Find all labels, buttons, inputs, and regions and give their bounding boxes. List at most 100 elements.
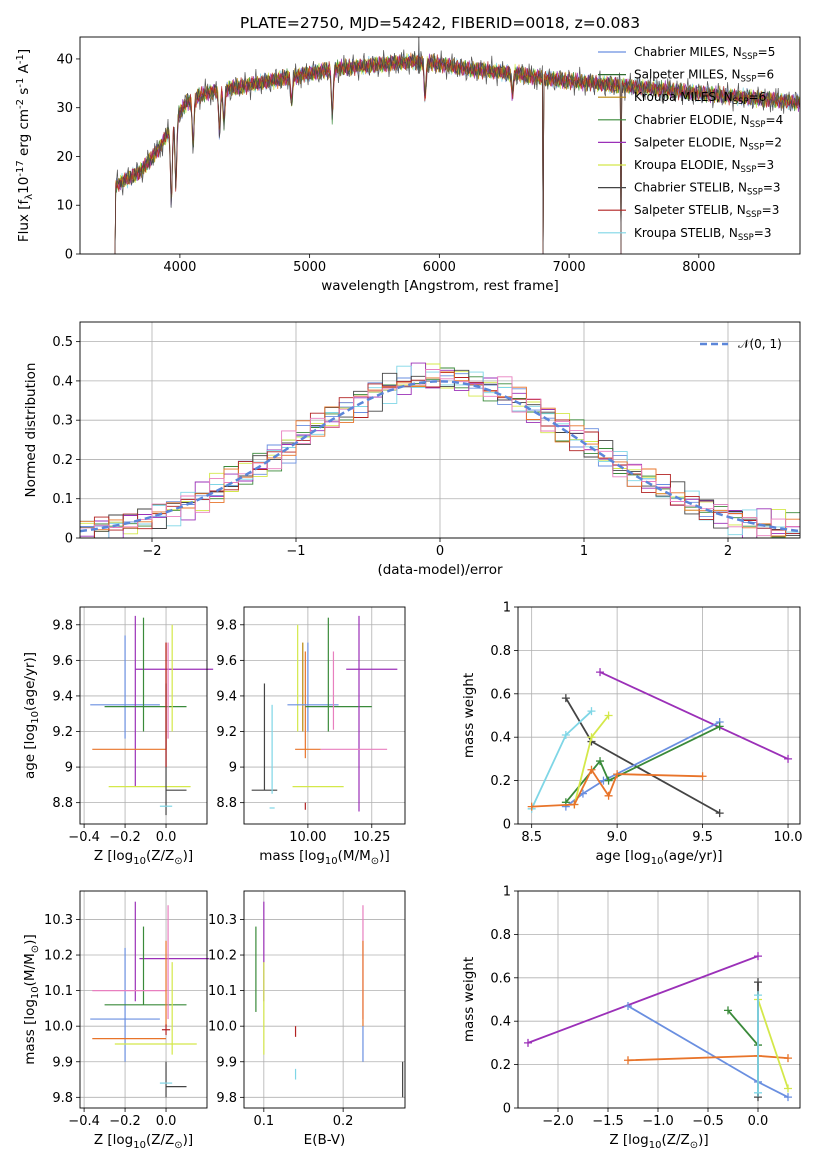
axis-label: Z [log10​(Z/Z⊙​)] [609, 1132, 708, 1151]
label-part: Z [log [609, 1132, 648, 1148]
label-part: wavelength [Angstrom, rest frame] [321, 278, 559, 294]
weight-marker [698, 772, 707, 781]
weight-series [531, 767, 703, 808]
legend-sub: SSP [741, 75, 757, 85]
legend-text: Kroupa MILES, N [634, 90, 733, 104]
weight-series [565, 725, 721, 803]
weight-marker [715, 809, 724, 818]
weight-series [599, 671, 789, 760]
legend-sub: SSP [742, 52, 758, 62]
subscript: 10 [649, 1140, 662, 1151]
axis-label: age [log10​(age/yr)] [22, 652, 41, 779]
subscript: 10 [30, 711, 41, 724]
subscript: 10 [325, 856, 338, 867]
weight-marker [754, 1088, 762, 1097]
weight-marker [613, 770, 622, 779]
y-tick-label: 0 [65, 248, 73, 263]
weight-marker [587, 765, 596, 774]
chart-title: PLATE=2750, MJD=54242, FIBERID=0018, z=0… [240, 14, 640, 32]
legend-text: Kroupa STELIB, N [634, 226, 738, 240]
weight-series [727, 1009, 759, 1046]
label-part: Normed distribution [23, 363, 39, 498]
weight-series [757, 999, 789, 1089]
y-tick-label: 0.6 [490, 687, 511, 702]
x-tick-label: 10.00 [289, 830, 326, 845]
x-tick-label: 9.5 [692, 830, 713, 845]
label-part: s [16, 88, 32, 99]
x-tick-label: 0.1 [253, 1114, 274, 1129]
legend-label: Kroupa STELIB, NSSP=3 [634, 226, 772, 243]
axes-frame [517, 890, 801, 1109]
axes-frame [243, 890, 406, 1109]
x-tick-label: −0.5 [692, 1114, 724, 1129]
label-part: (Z/Z [661, 1132, 689, 1148]
axis-label: mass [log10​(M/M⊙​)] [22, 934, 41, 1064]
axes-frame [79, 606, 208, 825]
weight-marker [624, 1056, 632, 1065]
x-tick-label: 10.0 [774, 830, 803, 845]
label-part: )] [183, 1132, 194, 1148]
x-tick-label: −0.2 [109, 830, 141, 845]
x-tick-label: 8.5 [521, 830, 542, 845]
y-tick-label: 0 [503, 818, 511, 833]
y-tick-label: 40 [56, 52, 73, 67]
subscript: 10 [651, 856, 664, 867]
label-part: Z [log [94, 1132, 133, 1148]
y-tick-label: 9.6 [216, 654, 237, 669]
legend-text: Salpeter STELIB, N [634, 203, 746, 217]
subscript: ⊙ [174, 1140, 182, 1151]
weight-marker [604, 711, 613, 720]
y-tick-label: 30 [56, 101, 73, 116]
y-tick-label: 0.2 [490, 774, 511, 789]
axis-label: mass weight [461, 957, 477, 1042]
weight-marker [784, 1054, 792, 1063]
label-part: Flux [f [16, 199, 32, 243]
axis-label: mass [log10​(M/M⊙​)] [259, 848, 389, 867]
axes-frame [79, 36, 801, 255]
subscript: 10 [30, 986, 41, 999]
legend-label: 𝒩(0, 1) [738, 337, 782, 351]
subscript: ⊙ [30, 945, 41, 953]
y-tick-label: 9.2 [216, 725, 237, 740]
subscript: ⊙ [174, 856, 182, 867]
x-tick-label: −2.0 [542, 1114, 574, 1129]
legend-n: =3 [756, 158, 774, 172]
y-tick-label: 1 [503, 601, 511, 616]
y-tick-label: 9.8 [52, 1091, 73, 1106]
subscript: ⊙ [690, 1140, 698, 1151]
x-tick-label: −1.5 [592, 1114, 624, 1129]
superscript: -1 [15, 78, 26, 88]
label-part: ] [16, 49, 32, 54]
y-tick-label: 0.8 [490, 928, 511, 943]
x-tick-label: 8000 [682, 260, 715, 275]
legend-n: =2 [764, 135, 782, 149]
label-part: mass weight [461, 957, 477, 1042]
subscript: 10 [133, 1140, 146, 1151]
legend-sub: SSP [738, 233, 754, 243]
legend-text: Chabrier MILES, N [634, 45, 742, 59]
label-part: A [16, 63, 32, 77]
legend-sub: SSP [750, 120, 766, 130]
weight-marker [596, 757, 605, 766]
x-tick-label: 0.2 [333, 1114, 354, 1129]
x-tick-label: −2 [142, 544, 161, 559]
axes-frame [517, 606, 801, 825]
y-tick-label: 9.4 [216, 689, 237, 704]
x-tick-label: 0.0 [748, 1114, 769, 1129]
histogram-series [80, 369, 800, 537]
y-tick-label: 0.3 [52, 414, 73, 429]
axis-label: wavelength [Angstrom, rest frame] [321, 278, 559, 294]
y-tick-label: 9 [229, 761, 237, 776]
axes-frame [79, 890, 208, 1109]
superscript: -1 [15, 54, 26, 64]
x-tick-label: −0.4 [68, 830, 100, 845]
label-part: mass weight [461, 673, 477, 758]
weight-marker [784, 1093, 792, 1102]
y-tick-label: 0.5 [52, 335, 73, 350]
x-tick-label: 4000 [163, 260, 196, 275]
weight-marker [561, 731, 570, 740]
weight-marker [754, 991, 762, 1000]
label-part: (M/M [22, 953, 38, 986]
label-part: (Z/Z [146, 1132, 174, 1148]
spectrum-line [114, 53, 800, 254]
